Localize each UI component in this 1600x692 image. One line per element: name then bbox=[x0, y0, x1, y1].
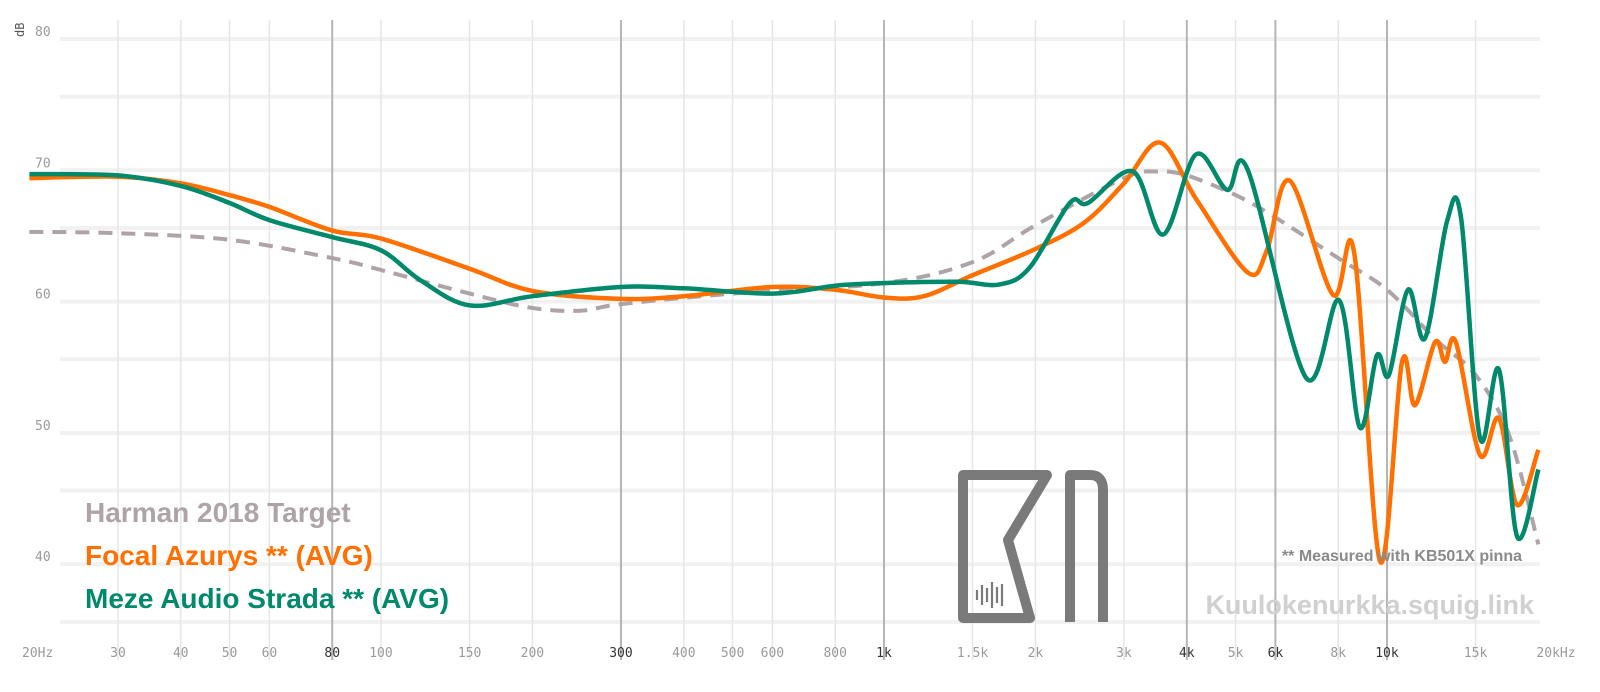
y-tick-label: 80 bbox=[35, 25, 51, 40]
y-axis-label: dB bbox=[13, 23, 27, 37]
x-tick-label: 80 bbox=[324, 646, 340, 661]
legend-focal-azurys[interactable]: Focal Azurys ** (AVG) bbox=[85, 540, 373, 571]
x-tick-label: 600 bbox=[761, 646, 784, 661]
x-tick-label: 1.5k bbox=[957, 646, 988, 661]
legend-meze-strada[interactable]: Meze Audio Strada ** (AVG) bbox=[85, 583, 450, 614]
x-tick-label: 150 bbox=[458, 646, 481, 661]
focal-azurys-curve bbox=[29, 140, 1541, 565]
x-tick-label: 2k bbox=[1028, 646, 1044, 661]
x-tick-label: 20kHz bbox=[1536, 646, 1575, 661]
x-tick-label: 4k bbox=[1179, 646, 1195, 661]
harman-target-curve bbox=[29, 169, 1541, 545]
y-tick-label: 40 bbox=[35, 550, 51, 565]
x-tick-label: 100 bbox=[369, 646, 392, 661]
x-tick-label: 400 bbox=[672, 646, 695, 661]
x-tick-label: 30 bbox=[110, 646, 126, 661]
x-tick-label: 800 bbox=[823, 646, 846, 661]
grid bbox=[60, 20, 1540, 660]
x-tick-label: 6k bbox=[1268, 646, 1284, 661]
x-tick-label: 200 bbox=[521, 646, 544, 661]
x-tick-label: 10k bbox=[1375, 646, 1399, 661]
axis-ticks: 20Hz 30 40 50 60 80 100 150 200 300 400 500 600 800 1k… bbox=[13, 23, 1576, 661]
x-tick-label: 60 bbox=[262, 646, 278, 661]
x-tick-label: 3k bbox=[1116, 646, 1132, 661]
legend-harman-target[interactable]: Harman 2018 Target bbox=[85, 497, 351, 528]
measurement-note: ** Measured with KB501X pinna bbox=[1281, 548, 1522, 565]
kn-logo bbox=[958, 470, 1108, 623]
x-tick-label: 1k bbox=[876, 646, 892, 661]
meze-strada-curve bbox=[29, 151, 1541, 542]
site-watermark: Kuulokenurkka.squig.link bbox=[1205, 590, 1534, 620]
x-tick-label: 15k bbox=[1464, 646, 1488, 661]
x-tick-label: 5k bbox=[1228, 646, 1244, 661]
x-tick-label: 8k bbox=[1330, 646, 1346, 661]
x-tick-label: 20Hz bbox=[22, 646, 53, 661]
y-tick-label: 60 bbox=[35, 288, 51, 303]
curves bbox=[29, 140, 1541, 565]
x-tick-label: 500 bbox=[721, 646, 744, 661]
x-tick-label: 50 bbox=[222, 646, 238, 661]
x-tick-label: 40 bbox=[173, 646, 189, 661]
x-tick-label: 300 bbox=[609, 646, 632, 661]
y-tick-label: 70 bbox=[35, 156, 51, 171]
y-tick-label: 50 bbox=[35, 419, 51, 434]
